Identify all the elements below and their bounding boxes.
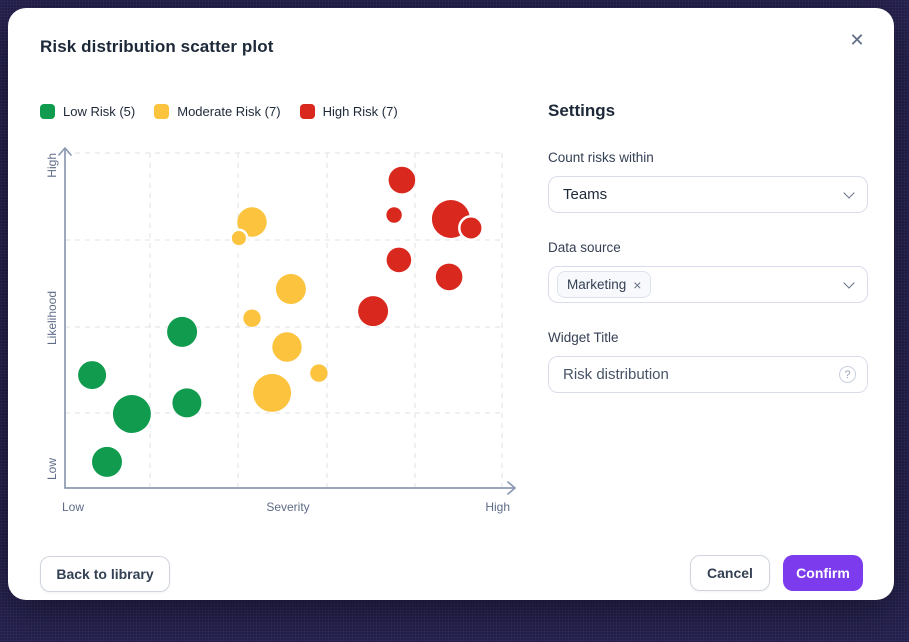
y-axis-label: Likelihood xyxy=(45,291,59,345)
scatter-point-high-risk xyxy=(458,215,484,241)
scatter-point-high-risk xyxy=(358,296,389,327)
count-risks-within-select[interactable]: Teams xyxy=(548,176,868,213)
x-axis-label: Severity xyxy=(266,500,309,514)
confirm-button[interactable]: Confirm xyxy=(783,555,863,591)
x-axis-max-label: High xyxy=(485,500,510,514)
scatter-plot-svg: High Likelihood Low Low Severity High xyxy=(45,147,516,514)
legend-item-moderate-risk: Moderate Risk (7) xyxy=(154,104,281,119)
legend-label: High Risk (7) xyxy=(322,104,398,119)
settings-panel: Settings Count risks within Teams Data s… xyxy=(548,101,868,401)
scatter-point-moderate-risk xyxy=(243,309,261,327)
scatter-point-moderate-risk xyxy=(237,207,267,237)
cancel-button[interactable]: Cancel xyxy=(690,555,770,591)
moderate-risk-chip xyxy=(154,104,170,119)
data-source-select[interactable]: Marketing × xyxy=(548,266,868,303)
risk-widget-modal: Risk distribution scatter plot ✕ Low Ris… xyxy=(8,8,894,600)
legend-label: Low Risk (5) xyxy=(63,104,136,119)
axes xyxy=(58,147,516,495)
x-axis-min-label: Low xyxy=(62,500,84,514)
scatter-point-high-risk xyxy=(386,247,412,273)
widget-title-label: Widget Title xyxy=(548,330,619,345)
high-risk-chip xyxy=(299,104,315,119)
settings-heading: Settings xyxy=(548,101,616,120)
legend-item-low-risk: Low Risk (5) xyxy=(40,104,135,119)
scatter-plot: High Likelihood Low Low Severity High xyxy=(38,140,534,522)
widget-title-input[interactable] xyxy=(548,356,868,393)
data-source-label: Data source xyxy=(548,240,621,255)
page-title: Risk distribution scatter plot xyxy=(40,37,274,56)
tag-label: Marketing xyxy=(567,277,627,292)
legend-item-high-risk: High Risk (7) xyxy=(299,104,398,119)
remove-tag-icon[interactable]: × xyxy=(633,276,642,293)
points-layer xyxy=(78,166,484,477)
count-risks-within-label: Count risks within xyxy=(548,150,654,165)
scatter-point-moderate-risk xyxy=(229,228,249,248)
gridlines xyxy=(65,152,503,488)
scatter-point-low-risk xyxy=(112,395,151,433)
scatter-point-low-risk xyxy=(172,388,202,418)
x-axis-arrow-icon xyxy=(507,481,516,495)
y-axis-max-label: High xyxy=(45,153,59,178)
low-risk-chip xyxy=(40,104,55,119)
chevron-down-icon xyxy=(843,186,855,199)
legend-label: Moderate Risk (7) xyxy=(177,104,281,119)
y-axis-arrow-icon xyxy=(58,147,72,156)
scatter-point-high-risk xyxy=(435,263,463,291)
scatter-point-high-risk xyxy=(386,207,402,223)
scatter-point-moderate-risk xyxy=(275,274,306,304)
scatter-point-low-risk xyxy=(167,316,198,347)
y-axis-min-label: Low xyxy=(45,458,59,480)
close-icon[interactable]: ✕ xyxy=(849,30,865,50)
selected-value: Teams xyxy=(563,186,608,203)
scatter-point-low-risk xyxy=(78,361,107,390)
scatter-point-moderate-risk xyxy=(310,364,328,382)
scatter-point-moderate-risk xyxy=(253,373,292,412)
chevron-down-icon xyxy=(843,276,855,289)
scatter-point-high-risk xyxy=(388,166,416,194)
help-icon: ? xyxy=(839,366,856,383)
data-source-tag: Marketing × xyxy=(557,271,652,298)
chart-legend: Low Risk (5) Moderate Risk (7) High Risk… xyxy=(40,104,398,119)
back-to-library-button[interactable]: Back to library xyxy=(40,556,170,592)
scatter-point-low-risk xyxy=(92,446,122,477)
scatter-point-moderate-risk xyxy=(272,332,302,362)
